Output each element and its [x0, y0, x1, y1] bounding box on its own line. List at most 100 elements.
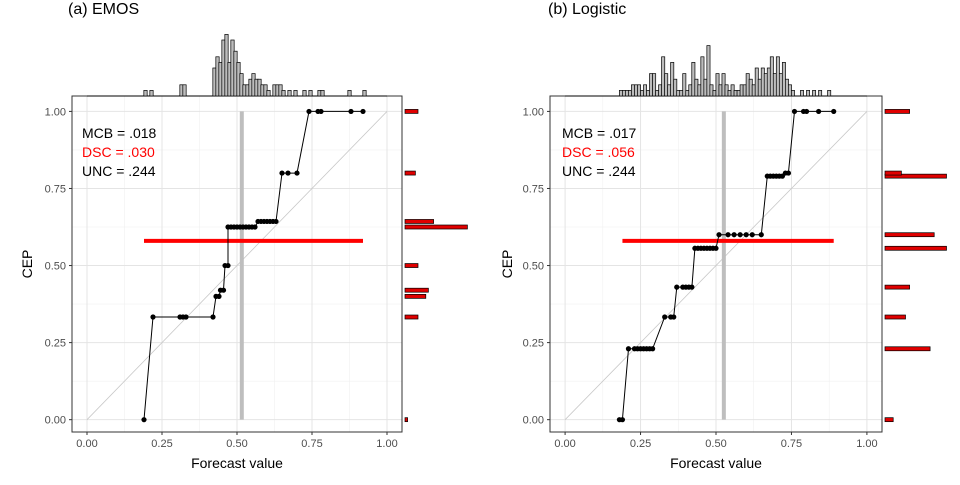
histogram-bar	[700, 56, 705, 97]
panel-logistic: (b) Logistic MCB = .017 DSC = .056 UNC = .2…	[499, 1, 947, 471]
data-point	[216, 293, 222, 299]
histogram-bar	[884, 314, 906, 320]
data-point	[816, 108, 822, 115]
histogram-bar	[884, 232, 935, 238]
histogram-bar	[827, 90, 832, 97]
histogram-bar	[182, 84, 187, 97]
y-tick-label: 0.00	[45, 415, 66, 427]
data-point	[749, 232, 755, 238]
stat-label: MCB = .018	[82, 125, 157, 141]
y-axis-label: CEP	[499, 250, 515, 279]
y-tick-label: 0.50	[523, 261, 544, 273]
y-marginal-histogram	[404, 109, 468, 423]
histogram-bar	[884, 170, 902, 176]
panel-title: (b) Logistic	[548, 1, 626, 18]
data-point	[831, 108, 837, 115]
panel-emos: (a) EMOS MCB = .018 DSC = .030 UNC = .244 0.…	[19, 1, 468, 471]
data-point	[348, 108, 354, 115]
histogram-bar	[404, 224, 468, 230]
histogram-bar	[673, 78, 678, 97]
data-point	[791, 108, 798, 115]
histogram-bar	[800, 90, 804, 97]
data-points	[616, 108, 837, 423]
histogram-bar	[404, 263, 419, 268]
data-point	[273, 218, 279, 225]
histogram-bar	[404, 109, 419, 114]
y-tick-label: 1.00	[523, 106, 544, 118]
histogram-bar	[682, 73, 687, 97]
data-point	[294, 170, 300, 176]
data-point	[758, 232, 764, 238]
x-marginal-histogram	[565, 45, 867, 97]
x-axis-label: Forecast value	[670, 455, 762, 471]
x-tick-label: 0.00	[554, 438, 575, 450]
x-tick-label: 0.00	[76, 438, 97, 450]
data-point	[306, 108, 312, 115]
data-point	[252, 224, 258, 230]
histogram-bar	[404, 170, 416, 176]
panel-title: (a) EMOS	[68, 1, 139, 18]
histogram-bar	[404, 287, 429, 293]
histogram-bar	[884, 284, 910, 290]
data-point	[225, 262, 231, 269]
x-tick-label: 0.50	[226, 438, 247, 450]
data-point	[671, 314, 677, 320]
stat-label: DSC = .056	[562, 144, 635, 160]
histogram-bar	[818, 90, 823, 97]
y-tick-label: 0.25	[523, 338, 544, 350]
data-point	[650, 346, 656, 352]
diagonal-line	[564, 111, 868, 420]
x-tick-label: 0.75	[781, 438, 802, 450]
data-point	[220, 287, 227, 293]
y-tick-label: 0.75	[45, 183, 66, 195]
data-point	[625, 346, 632, 352]
data-point	[737, 232, 743, 238]
data-point	[743, 232, 749, 238]
histogram-bar	[404, 294, 427, 299]
x-axis-label: Forecast value	[191, 455, 283, 471]
x-tick-label: 1.00	[376, 438, 397, 450]
data-point	[150, 314, 156, 320]
y-axis-label: CEP	[19, 250, 35, 279]
data-point	[360, 108, 366, 115]
histogram-bar	[302, 90, 307, 97]
histogram-bar	[266, 90, 271, 97]
stat-label: UNC = .244	[562, 163, 636, 179]
grid	[550, 96, 882, 432]
data-point	[619, 417, 626, 423]
x-tick-label: 0.25	[151, 438, 172, 450]
data-point	[279, 170, 285, 176]
data-points	[141, 108, 366, 423]
histogram-bar	[706, 45, 711, 97]
diagonal-line	[86, 111, 388, 420]
histogram-bar	[347, 90, 352, 97]
x-tick-label: 1.00	[856, 438, 877, 450]
data-point	[725, 232, 731, 238]
data-point	[662, 314, 668, 320]
histogram-bar	[884, 245, 947, 251]
histogram-bar	[884, 109, 910, 114]
histogram-bar	[281, 90, 286, 97]
data-point	[210, 314, 216, 320]
y-tick-label: 0.25	[45, 338, 66, 350]
y-marginal-histogram	[884, 109, 947, 423]
histogram-bar	[806, 90, 810, 97]
data-point	[141, 417, 147, 423]
stat-label: DSC = .030	[82, 144, 155, 160]
data-point	[285, 170, 291, 176]
data-point	[785, 170, 792, 176]
histogram-bar	[652, 73, 657, 97]
histogram-bar	[884, 346, 931, 352]
data-point	[731, 232, 737, 238]
y-tick-label: 0.00	[523, 415, 544, 427]
data-point	[689, 284, 695, 290]
data-point	[318, 108, 324, 115]
histogram-bar	[149, 90, 154, 97]
stat-label: MCB = .017	[562, 125, 637, 141]
histogram-bar	[404, 219, 434, 224]
data-point	[713, 245, 719, 251]
histogram-bar	[884, 417, 894, 423]
x-marginal-histogram	[87, 34, 387, 97]
y-tick-label: 1.00	[45, 106, 66, 118]
